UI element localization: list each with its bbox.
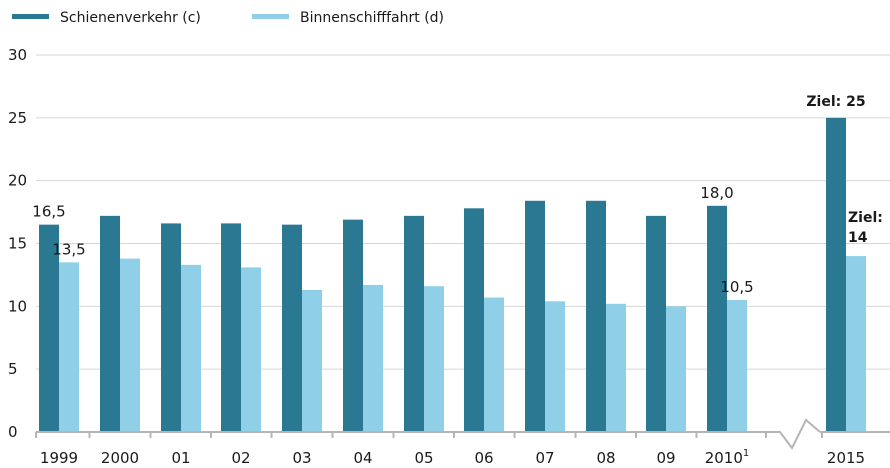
bar-schienenverkehr-05 <box>404 215 424 432</box>
legend-label-schienenverkehr: Schienenverkehr (c) <box>60 10 201 26</box>
x-tick-label: 03 <box>292 449 311 467</box>
x-tick-label-text: 08 <box>596 449 615 467</box>
bar-binnenschifffahrt-08 <box>606 303 626 432</box>
data-label: 10,5 <box>720 278 753 296</box>
bar-binnenschifffahrt-04 <box>363 284 383 432</box>
bar-schienenverkehr-1999 <box>39 224 59 432</box>
target-label: Ziel: <box>848 210 883 226</box>
bar-schienenverkehr-03 <box>282 224 302 432</box>
bar-schienenverkehr-02 <box>221 223 241 432</box>
x-tick-label: 08 <box>596 449 615 467</box>
data-label: 13,5 <box>52 240 85 258</box>
y-tick-label: 10 <box>8 297 27 315</box>
x-axis: 1999 2000 01 02 03 04 05 06 07 08 09 20101 2015 <box>35 418 890 467</box>
x-tick-label-text: 06 <box>474 449 493 467</box>
x-tick-label-text: 1999 <box>40 449 78 467</box>
bar-binnenschifffahrt-02 <box>241 267 261 432</box>
x-tick-label: 07 <box>535 449 554 467</box>
bar-binnenschifffahrt-2015 <box>846 256 866 432</box>
legend: Schienenverkehr (c) Binnenschifffahrt (d… <box>12 10 444 26</box>
x-tick-label-text: 05 <box>414 449 433 467</box>
x-tick-label: 1999 <box>40 449 78 467</box>
bars <box>39 117 866 432</box>
legend-label-binnenschifffahrt: Binnenschifffahrt (d) <box>300 10 444 26</box>
bar-binnenschifffahrt-2000 <box>120 258 140 432</box>
data-labels: 16,5 13,5 18,0 10,5 Ziel: 25 Ziel: 14 <box>32 94 883 296</box>
bar-schienenverkehr-2015 <box>826 117 846 432</box>
bar-schienenverkehr-2000 <box>100 215 120 432</box>
bar-schienenverkehr-09 <box>646 215 666 432</box>
y-tick-label: 0 <box>8 423 18 441</box>
bar-binnenschifffahrt-03 <box>302 289 322 432</box>
x-tick-label: 09 <box>656 449 675 467</box>
x-tick-label: 01 <box>171 449 190 467</box>
target-label-value: 14 <box>848 230 868 246</box>
y-tick-label: 5 <box>8 360 18 378</box>
bar-schienenverkehr-08 <box>586 200 606 432</box>
x-tick-label-text: 01 <box>171 449 190 467</box>
bar-binnenschifffahrt-06 <box>484 297 504 432</box>
legend-swatch-binnenschifffahrt <box>252 14 289 19</box>
x-tick-label-text: 07 <box>535 449 554 467</box>
bar-binnenschifffahrt-09 <box>666 306 686 432</box>
bar-binnenschifffahrt-05 <box>424 286 444 432</box>
x-tick-label: 20101 <box>705 448 750 467</box>
y-tick-label: 20 <box>8 172 27 190</box>
bar-binnenschifffahrt-1999 <box>59 262 79 432</box>
y-tick-label: 30 <box>8 46 27 64</box>
legend-swatch-schienenverkehr <box>12 14 49 19</box>
bar-schienenverkehr-04 <box>343 219 363 432</box>
bar-schienenverkehr-06 <box>464 208 484 432</box>
x-tick-label: 2015 <box>827 449 865 467</box>
x-tick-label-text: 2010 <box>705 449 743 467</box>
x-tick-label: 2000 <box>101 449 139 467</box>
x-tick-label-text: 2015 <box>827 449 865 467</box>
target-label: Ziel: 25 <box>806 94 865 110</box>
x-tick-label-text: 03 <box>292 449 311 467</box>
bar-schienenverkehr-07 <box>525 200 545 432</box>
y-tick-label: 25 <box>8 109 27 127</box>
bar-schienenverkehr-2010 <box>707 205 727 432</box>
x-tick-label-text: 04 <box>353 449 372 467</box>
axis-break-icon <box>768 418 821 450</box>
x-tick-label: 05 <box>414 449 433 467</box>
x-tick-label: 04 <box>353 449 372 467</box>
bar-binnenschifffahrt-01 <box>181 264 201 432</box>
data-label: 16,5 <box>32 203 65 221</box>
bar-binnenschifffahrt-2010 <box>727 300 747 432</box>
bar-schienenverkehr-01 <box>161 223 181 432</box>
x-tick-label: 02 <box>231 449 250 467</box>
y-axis-ticks: 0 5 10 15 20 25 30 <box>8 46 27 441</box>
x-tick-label-text: 2000 <box>101 449 139 467</box>
bar-binnenschifffahrt-07 <box>545 301 565 432</box>
y-tick-label: 15 <box>8 235 27 253</box>
x-tick-label-text: 02 <box>231 449 250 467</box>
data-label: 18,0 <box>700 184 733 202</box>
x-tick-label-text: 09 <box>656 449 675 467</box>
x-tick-superscript: 1 <box>743 448 749 459</box>
x-tick-label: 06 <box>474 449 493 467</box>
